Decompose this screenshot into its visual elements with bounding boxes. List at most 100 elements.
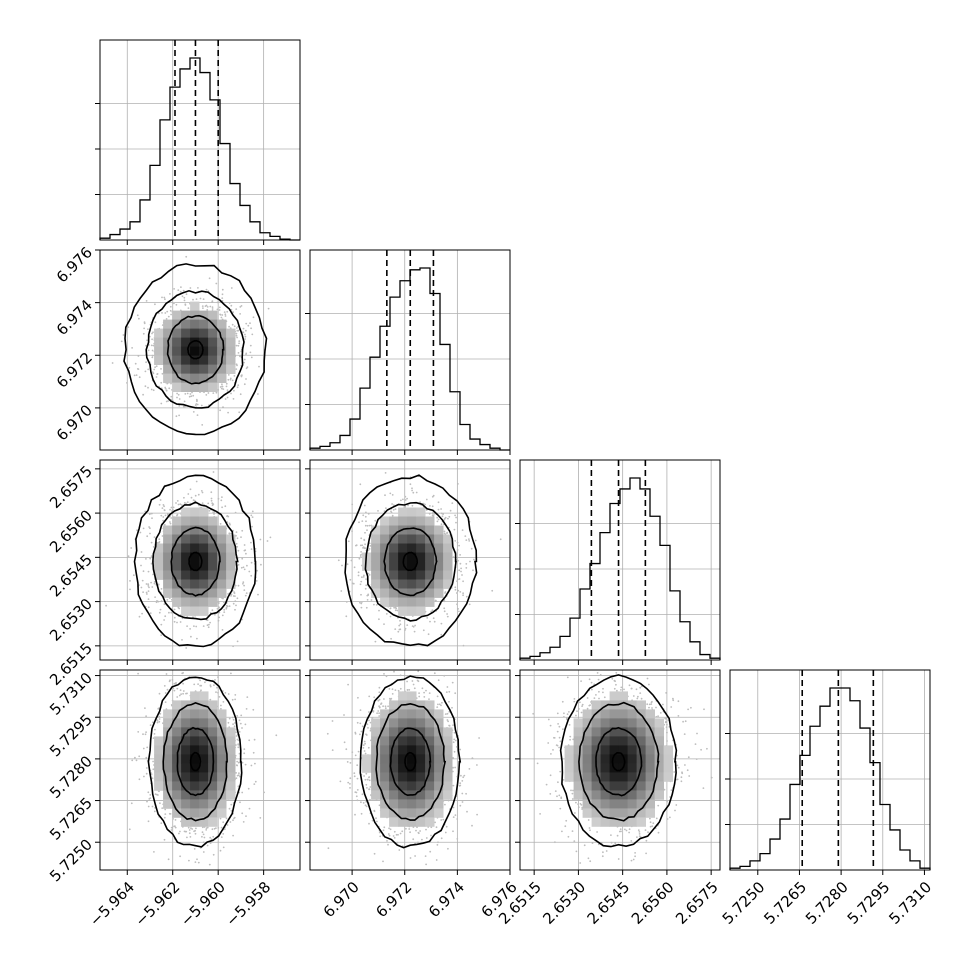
sample-point — [365, 520, 367, 523]
sample-point — [404, 629, 406, 631]
sample-point — [253, 738, 256, 741]
sample-point — [237, 352, 240, 354]
x-tick-label: −5.960 — [177, 878, 229, 930]
y-tick-label: 5.7265 — [46, 794, 96, 844]
sample-point — [468, 768, 471, 770]
density-cell — [380, 709, 390, 719]
density-cell — [609, 718, 619, 728]
sample-point — [183, 496, 185, 499]
sample-point — [686, 769, 689, 772]
density-cell — [425, 799, 435, 809]
sample-point — [235, 332, 238, 335]
sample-point — [147, 585, 150, 587]
sample-point — [142, 733, 144, 736]
sample-point — [145, 583, 148, 585]
sample-point — [375, 604, 378, 606]
sample-point — [174, 819, 177, 821]
sample-point — [230, 304, 233, 307]
sample-point — [237, 584, 240, 587]
sample-point — [164, 701, 167, 703]
sample-point — [176, 621, 178, 624]
sample-point — [225, 604, 228, 607]
sample-point — [355, 544, 357, 547]
sample-point — [131, 347, 134, 349]
sample-point — [637, 695, 639, 698]
density-cell — [181, 817, 191, 827]
sample-point — [357, 571, 360, 574]
sample-point — [236, 336, 239, 339]
sample-point — [360, 551, 362, 553]
density-cell — [380, 534, 390, 544]
density-panel — [305, 669, 511, 875]
sample-point — [370, 599, 373, 601]
x-tick-label: 5.7310 — [885, 878, 935, 928]
sample-point — [457, 559, 459, 562]
sample-point — [267, 307, 270, 310]
sample-point — [393, 606, 395, 609]
density-cell — [181, 799, 191, 809]
contour-line — [189, 751, 202, 772]
density-cell — [627, 745, 637, 755]
sample-point — [363, 574, 365, 577]
sample-point — [572, 789, 574, 792]
density-cell — [398, 534, 408, 544]
sample-point — [147, 583, 150, 586]
sample-point — [211, 609, 214, 612]
sample-point — [345, 615, 348, 618]
density-cell — [208, 597, 218, 607]
sample-point — [466, 810, 468, 813]
density-cell — [600, 709, 610, 719]
sample-point — [331, 749, 334, 751]
sample-point — [454, 586, 457, 589]
contour-line — [152, 501, 239, 621]
sample-point — [192, 411, 195, 413]
sample-point — [250, 764, 253, 767]
sample-point — [228, 605, 231, 607]
density-cell — [398, 570, 408, 580]
sample-point — [444, 592, 446, 594]
density-cell — [582, 781, 592, 791]
sample-point — [183, 400, 186, 403]
sample-point — [220, 707, 222, 710]
sample-point — [218, 309, 221, 311]
sample-point — [435, 859, 438, 861]
density-cell — [163, 364, 173, 374]
sample-point — [236, 545, 239, 548]
sample-point — [217, 497, 220, 500]
sample-point — [553, 736, 555, 739]
sample-point — [245, 592, 248, 594]
density-cell — [217, 709, 227, 719]
sample-point — [151, 354, 154, 357]
sample-point — [212, 503, 215, 505]
density-cell — [416, 700, 426, 710]
sample-point — [388, 827, 390, 830]
sample-point — [445, 691, 448, 693]
sample-point — [201, 502, 204, 504]
sample-point — [443, 518, 446, 521]
sample-point — [431, 495, 434, 498]
density-cell — [600, 754, 610, 764]
sample-point — [142, 527, 145, 530]
density-cell — [582, 727, 592, 737]
sample-point — [144, 385, 147, 388]
sample-point — [142, 570, 145, 573]
density-cell — [407, 691, 417, 701]
sample-point — [245, 378, 247, 380]
sample-point — [357, 696, 359, 699]
density-cell — [663, 754, 673, 764]
density-cell — [609, 817, 619, 827]
sample-point — [358, 557, 361, 560]
density-panel — [95, 459, 301, 665]
sample-point — [455, 516, 457, 519]
sample-point — [356, 764, 359, 767]
sample-point — [183, 666, 185, 668]
sample-point — [425, 689, 427, 692]
sample-point — [464, 535, 467, 537]
sample-point — [173, 682, 176, 685]
sample-point — [239, 801, 241, 804]
sample-point — [230, 672, 232, 675]
sample-point — [221, 383, 223, 386]
sample-point — [407, 504, 409, 507]
sample-point — [222, 821, 225, 824]
sample-point — [575, 850, 578, 853]
